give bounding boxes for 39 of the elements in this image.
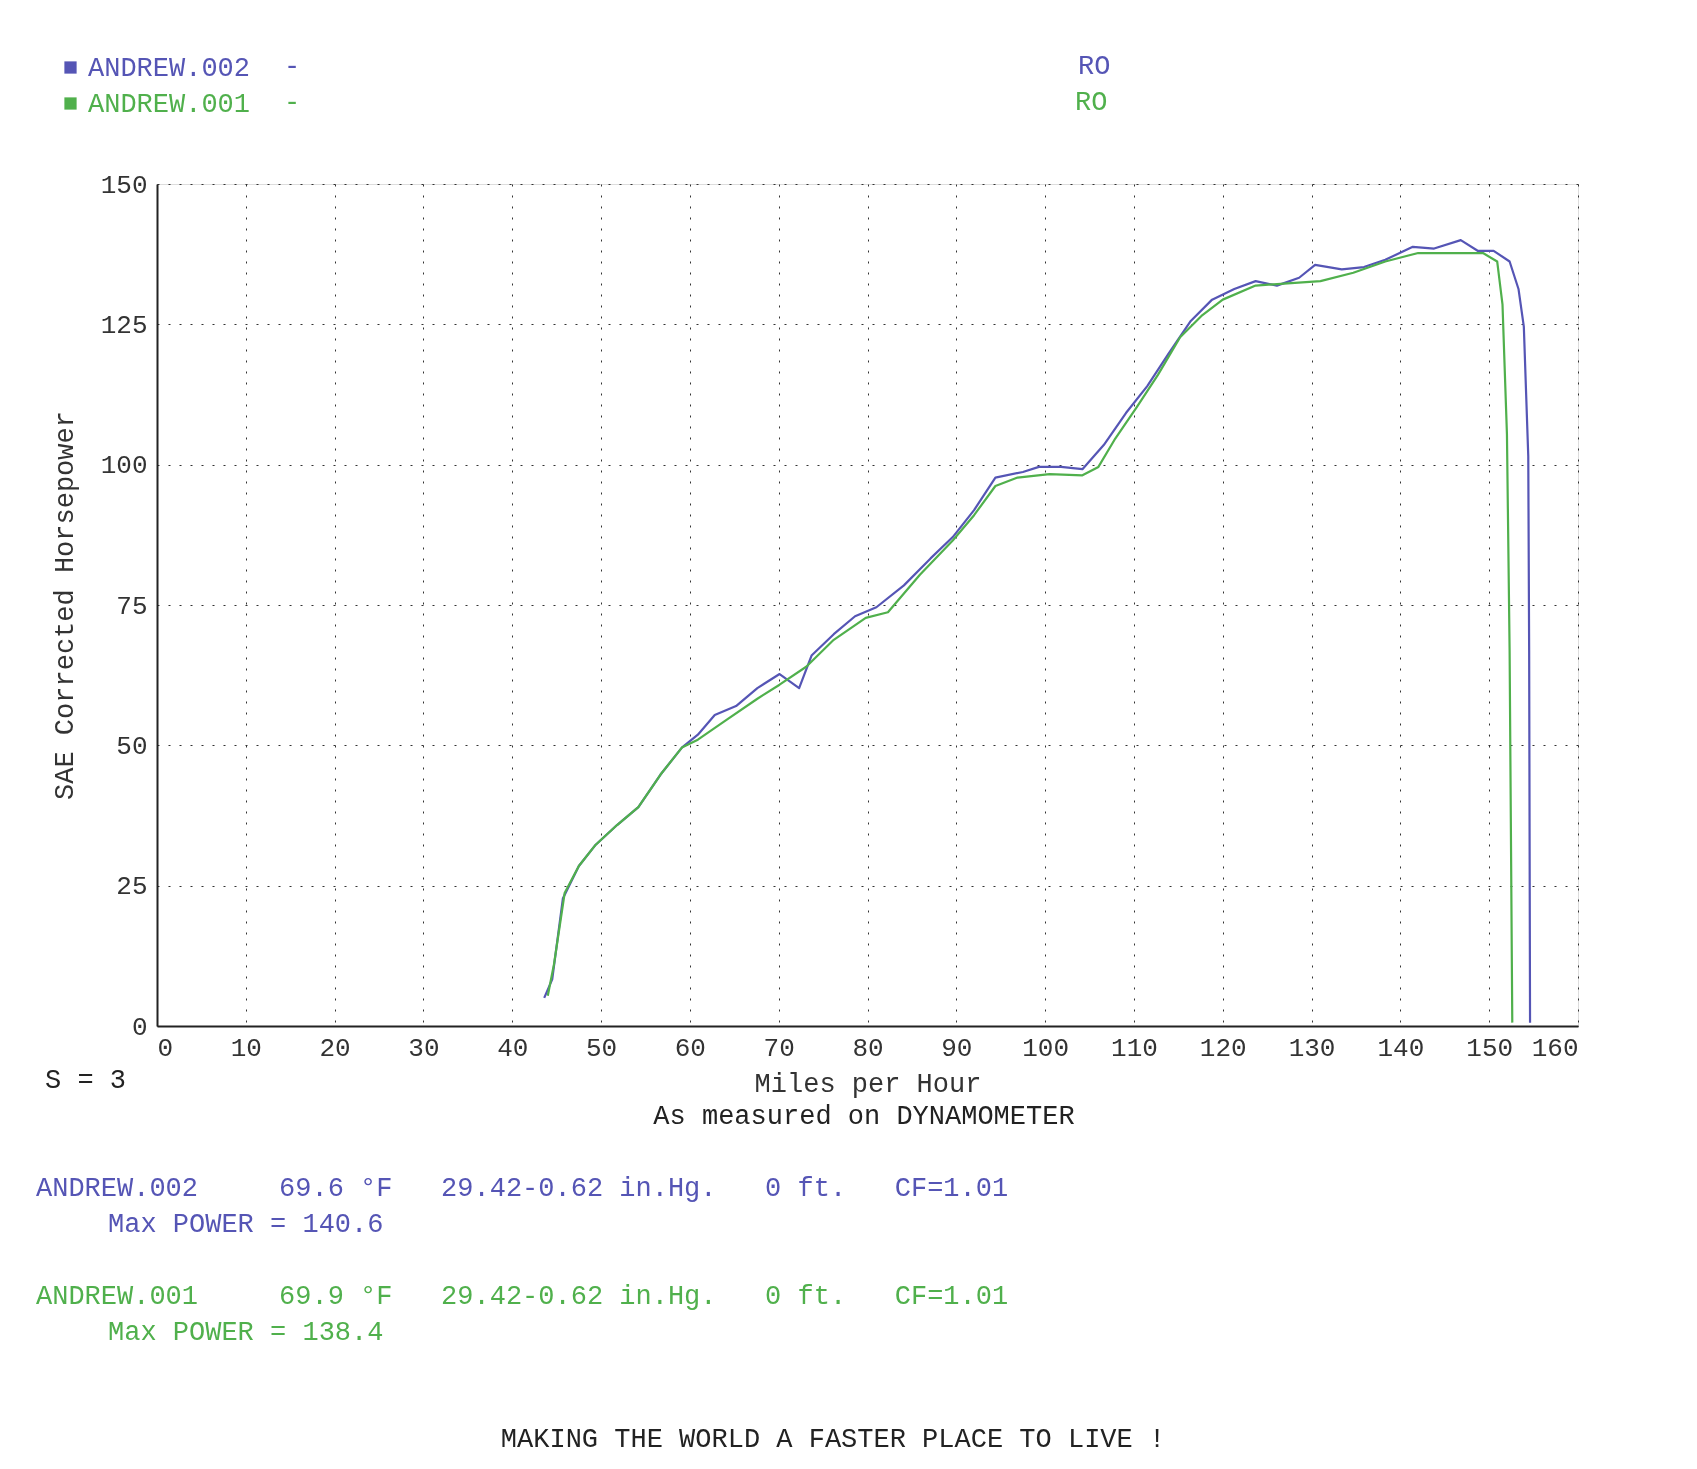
y-tick-label: 50 bbox=[116, 731, 148, 762]
x-tick-label: 80 bbox=[852, 1033, 884, 1064]
x-axis-title: Miles per Hour bbox=[754, 1069, 982, 1100]
x-tick-label: 40 bbox=[497, 1033, 529, 1064]
y-tick-label: 150 bbox=[100, 170, 148, 201]
y-axis-title: SAE Corrected Horsepower bbox=[50, 411, 81, 800]
text: - bbox=[284, 88, 301, 118]
legend-label: ANDREW.002 bbox=[88, 53, 251, 84]
x-tick-label: 60 bbox=[674, 1033, 706, 1064]
legend-label: ANDREW.001 bbox=[88, 89, 251, 120]
y-tick-label: 0 bbox=[131, 1012, 148, 1043]
text: ANDREW.002 69.6 °F 29.42-0.62 in.Hg. 0 ft. CF=1.01 bbox=[36, 1174, 1009, 1204]
text: As measured on DYNAMOMETER bbox=[653, 1102, 1075, 1132]
text: RO bbox=[1078, 52, 1111, 82]
text: Max POWER = 140.6 bbox=[108, 1210, 384, 1240]
y-tick-label: 75 bbox=[116, 591, 148, 622]
x-tick-label: 30 bbox=[408, 1033, 440, 1064]
text: Max POWER = 138.4 bbox=[108, 1318, 384, 1348]
text: MAKING THE WORLD A FASTER PLACE TO LIVE ! bbox=[500, 1425, 1166, 1455]
x-tick-label: 20 bbox=[319, 1033, 351, 1064]
x-tick-label: 150 bbox=[1466, 1033, 1514, 1064]
x-tick-label: 50 bbox=[585, 1033, 618, 1064]
x-tick-label: 90 bbox=[941, 1033, 973, 1064]
text: - bbox=[284, 52, 301, 82]
text: RO bbox=[1075, 88, 1108, 118]
x-tick-label: 70 bbox=[763, 1033, 795, 1064]
text: ANDREW.001 69.9 °F 29.42-0.62 in.Hg. 0 ft. CF=1.01 bbox=[36, 1282, 1009, 1312]
x-tick-label: 140 bbox=[1377, 1033, 1425, 1064]
text: S = 3 bbox=[45, 1066, 127, 1096]
x-tick-label: 100 bbox=[1022, 1033, 1070, 1064]
x-tick-label: 10 bbox=[230, 1033, 262, 1064]
x-tick-label: 120 bbox=[1199, 1033, 1247, 1064]
x-tick-label: 130 bbox=[1288, 1033, 1336, 1064]
x-tick-label: 110 bbox=[1111, 1033, 1158, 1064]
x-tick-label: 0 bbox=[157, 1033, 174, 1064]
y-tick-label: 100 bbox=[100, 451, 148, 482]
x-tick-label: 160 bbox=[1531, 1033, 1579, 1064]
y-tick-label: 25 bbox=[116, 872, 148, 903]
y-tick-label: 125 bbox=[100, 310, 148, 341]
